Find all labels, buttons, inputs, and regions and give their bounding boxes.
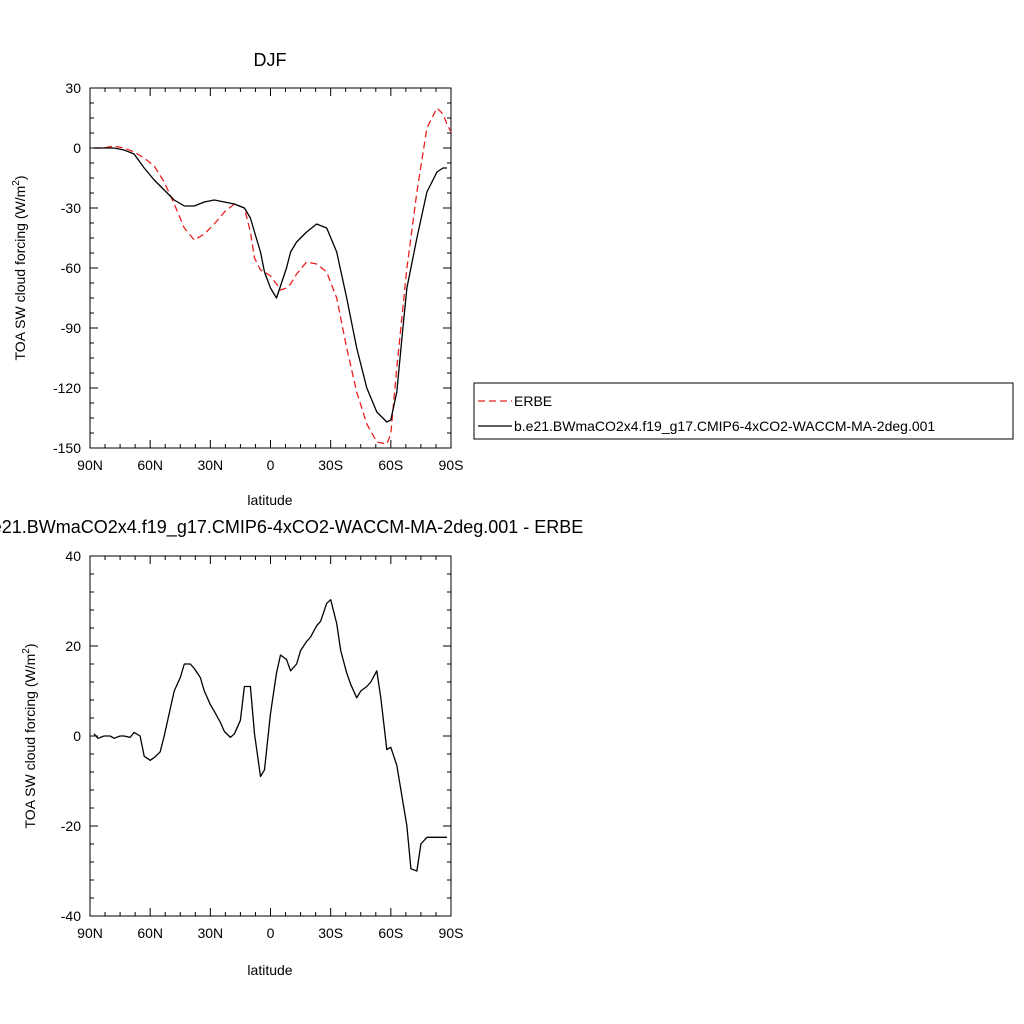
bottom-y-axis-label: TOA SW cloud forcing (W/m2)	[21, 643, 38, 828]
bottom-x-tick-label: 90N	[77, 925, 103, 941]
top-y-tick-label: -150	[53, 440, 81, 456]
bottom-series-line-0	[93, 599, 447, 872]
bottom-chart-title: b.e21.BWmaCO2x4.f19_g17.CMIP6-4xCO2-WACC…	[0, 517, 583, 538]
bottom-x-tick-label: 30N	[197, 925, 223, 941]
top-series-line-0	[94, 107, 452, 445]
top-y-axis-label: TOA SW cloud forcing (W/m2)	[11, 175, 28, 360]
bottom-y-tick-label: 40	[65, 548, 81, 564]
top-x-axis-label: latitude	[247, 492, 292, 508]
bottom-plot-frame	[89, 555, 452, 917]
bottom-x-tick-label: 60N	[137, 925, 163, 941]
top-series-line-1	[94, 147, 447, 423]
bottom-x-tick-label: 60S	[378, 925, 403, 941]
top-x-tick-label: 60N	[137, 457, 163, 473]
top-x-tick-label: 0	[267, 457, 275, 473]
top-x-tick-label: 90N	[77, 457, 103, 473]
top-x-tick-label: 90S	[439, 457, 464, 473]
bottom-panel: b.e21.BWmaCO2x4.f19_g17.CMIP6-4xCO2-WACC…	[0, 517, 583, 978]
top-legend: ERBE b.e21.BWmaCO2x4.f19_g17.CMIP6-4xCO2…	[473, 382, 1014, 440]
legend-erbe-label: ERBE	[514, 393, 552, 409]
top-y-tick-label: 0	[73, 140, 81, 156]
top-chart-title: DJF	[254, 50, 287, 70]
top-y-tick-label: -120	[53, 380, 81, 396]
top-x-tick-label: 30N	[197, 457, 223, 473]
bottom-y-tick-label: -20	[61, 818, 81, 834]
top-x-tick-label: 30S	[318, 457, 343, 473]
bottom-x-tick-label: 90S	[439, 925, 464, 941]
bottom-y-tick-label: 20	[65, 638, 81, 654]
bottom-y-tick-label: 0	[73, 728, 81, 744]
top-y-tick-label: -60	[61, 260, 81, 276]
top-y-tick-label: 30	[65, 80, 81, 96]
bottom-x-tick-label: 30S	[318, 925, 343, 941]
legend-model-label: b.e21.BWmaCO2x4.f19_g17.CMIP6-4xCO2-WACC…	[514, 418, 935, 434]
top-panel: DJF 90N 60N 30N 0 30S 60S 90S -150 -120 -90 -60 -30…	[11, 50, 463, 508]
top-x-tick-label: 60S	[378, 457, 403, 473]
bottom-x-axis-label: latitude	[247, 962, 292, 978]
bottom-y-tick-label: -40	[61, 908, 81, 924]
top-y-tick-label: -90	[61, 320, 81, 336]
top-y-tick-label: -30	[61, 200, 81, 216]
bottom-x-tick-label: 0	[267, 925, 275, 941]
legend-box	[473, 382, 1014, 440]
